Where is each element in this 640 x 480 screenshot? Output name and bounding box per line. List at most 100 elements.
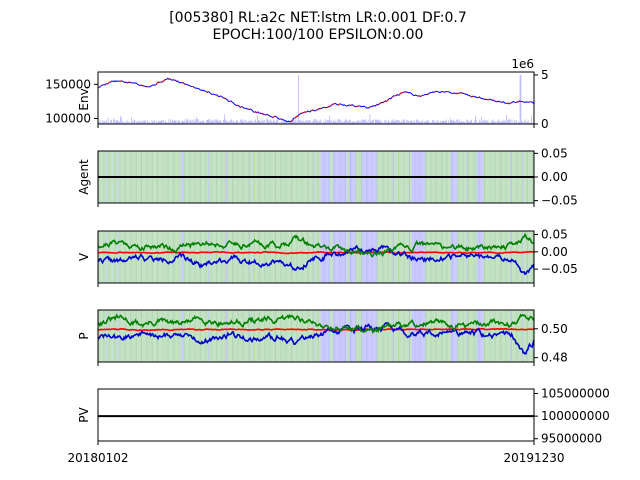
value-action-band xyxy=(298,231,300,283)
policy-action-band xyxy=(195,310,197,362)
env-frame xyxy=(97,71,535,125)
policy-action-band xyxy=(394,310,396,362)
policy-action-band xyxy=(443,310,445,362)
value-action-band xyxy=(126,231,128,283)
policy-action-band xyxy=(285,310,287,362)
policy-action-band xyxy=(141,310,143,362)
value-action-band xyxy=(221,231,223,283)
policy-action-band xyxy=(476,310,478,362)
value-action-band xyxy=(528,231,530,283)
policy-action-band xyxy=(304,310,306,362)
value-action-band xyxy=(328,231,330,283)
volume-bar xyxy=(330,120,331,124)
volume-bar xyxy=(303,121,305,124)
policy-action-band xyxy=(230,310,232,362)
price-up-segment xyxy=(478,96,480,98)
price-up-segment xyxy=(240,106,242,108)
volume-bar xyxy=(141,120,143,124)
policy-action-band xyxy=(399,310,401,362)
policy-action-band xyxy=(517,310,519,362)
policy-action-band xyxy=(215,310,218,362)
volume-bar xyxy=(127,122,129,124)
policy-action-band xyxy=(290,310,293,362)
volume-bar xyxy=(388,120,389,124)
volume-bar xyxy=(452,120,454,124)
volume-bar xyxy=(472,122,473,124)
volume-bar xyxy=(163,120,164,124)
volume-bar xyxy=(420,122,422,124)
value-action-band xyxy=(157,231,159,283)
value-action-band xyxy=(311,231,313,283)
policy-action-band xyxy=(461,310,463,362)
volume-bar xyxy=(247,121,248,124)
policy-action-band xyxy=(450,310,452,362)
value-action-band xyxy=(98,231,101,283)
volume-bar xyxy=(122,121,123,124)
volume-bar xyxy=(491,120,492,124)
policy-action-band xyxy=(441,310,444,362)
volume-bar xyxy=(147,120,148,124)
volume-bar xyxy=(154,120,155,124)
volume-bar xyxy=(204,121,205,124)
policy-action-band xyxy=(142,310,144,362)
volume-bar xyxy=(482,121,483,124)
volume-bar xyxy=(363,119,364,124)
value-subplot: V 0.05 0.00 −0.05 xyxy=(77,227,578,287)
value-action-band xyxy=(223,231,226,283)
volume-bar xyxy=(371,120,373,124)
value-action-band xyxy=(320,231,322,283)
policy-action-band xyxy=(165,310,168,362)
value-action-band xyxy=(282,231,285,283)
value-hold-line xyxy=(97,250,535,255)
volume-bar xyxy=(340,120,341,124)
value-action-band xyxy=(404,231,406,283)
policy-action-band xyxy=(212,310,214,362)
policy-action-band xyxy=(256,310,258,362)
volume-bar xyxy=(181,120,183,124)
volume-bar xyxy=(525,119,526,124)
policy-action-band xyxy=(367,310,369,362)
policy-action-band xyxy=(501,310,503,362)
value-action-band xyxy=(255,231,257,283)
value-action-band xyxy=(367,231,369,283)
policy-action-band xyxy=(404,310,406,362)
volume-bar xyxy=(291,120,293,124)
policy-action-band xyxy=(526,310,528,362)
volume-bar xyxy=(257,115,258,124)
value-action-band xyxy=(139,231,142,283)
policy-action-band xyxy=(139,310,142,362)
value-action-band xyxy=(247,231,249,283)
volume-bar xyxy=(311,121,313,124)
value-action-band xyxy=(278,231,280,283)
volume-bar xyxy=(156,122,158,124)
policy-action-band xyxy=(380,310,382,362)
policy-action-band xyxy=(288,310,290,362)
volume-bar xyxy=(384,122,386,124)
volume-bar xyxy=(184,119,186,124)
policy-action-band xyxy=(272,310,274,362)
policy-action-band xyxy=(202,310,204,362)
volume-bar xyxy=(512,122,514,124)
policy-action-band xyxy=(246,310,248,362)
value-action-band xyxy=(173,231,175,283)
volume-bar xyxy=(519,74,521,124)
value-action-band xyxy=(420,231,422,283)
volume-bar xyxy=(119,122,121,124)
policy-action-band xyxy=(362,310,364,362)
value-action-band xyxy=(125,231,127,283)
volume-bar xyxy=(339,119,340,124)
policy-action-band xyxy=(525,310,528,362)
value-action-band xyxy=(210,231,212,283)
volume-bar xyxy=(249,121,251,124)
policy-action-band xyxy=(520,310,522,362)
volume-bar xyxy=(502,119,504,124)
value-action-band xyxy=(432,231,434,283)
volume-bar xyxy=(189,120,190,124)
value-action-band xyxy=(500,231,503,283)
volume-bar xyxy=(148,121,150,124)
volume-bar xyxy=(370,121,372,124)
policy-action-band xyxy=(410,310,412,362)
value-action-band xyxy=(395,231,397,283)
volume-bar xyxy=(414,119,415,124)
policy-action-band xyxy=(184,310,186,362)
